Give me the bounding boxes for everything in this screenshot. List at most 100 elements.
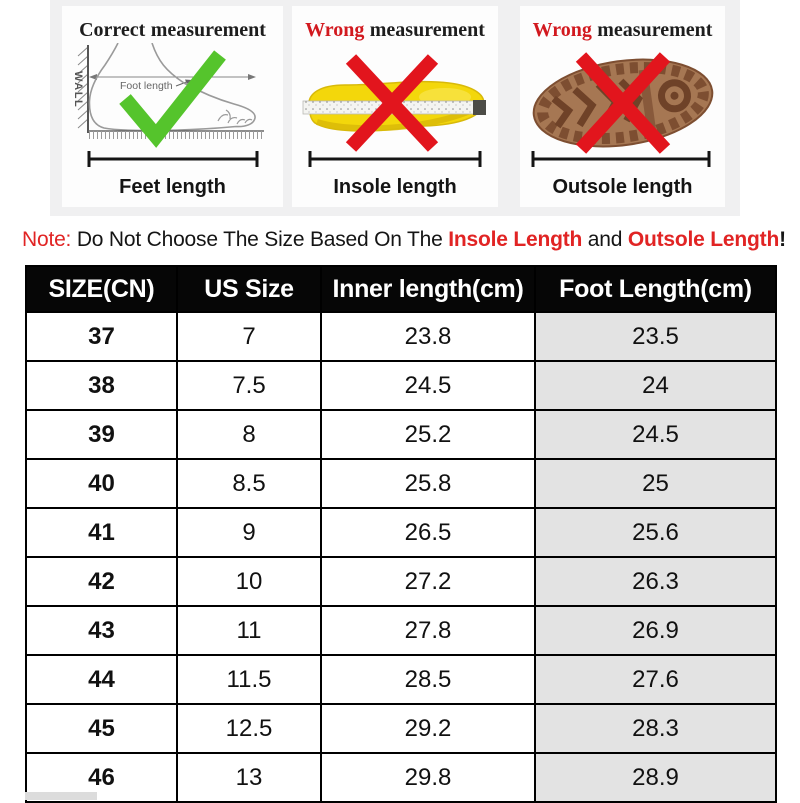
- panel-caption: Feet length: [119, 176, 226, 198]
- cell-inner-length: 27.8: [320, 605, 536, 656]
- panel-title-rest: measurement: [369, 19, 485, 41]
- foot-against-wall-diagram: WALL Foot length: [72, 43, 264, 167]
- cropped-next-element: [25, 792, 97, 800]
- length-bracket: [308, 151, 482, 167]
- foot-outline: [88, 43, 256, 132]
- panel-correct-measurement: Correct measurement WALL Foot length: [62, 6, 283, 207]
- panel-title: Wrong measurement: [533, 19, 713, 42]
- header-size-cn: SIZE(CN): [25, 265, 178, 313]
- panel-wrong-outsole: Wrong measurement Outsole length: [520, 6, 725, 207]
- note-exclamation: !: [779, 228, 786, 251]
- table-row: 40 8.5 25.8 25: [25, 458, 777, 509]
- cell-size-cn: 39: [25, 409, 178, 460]
- outsole-lug-ring: [536, 61, 709, 145]
- table-row: 43 11 27.8 26.9: [25, 605, 777, 656]
- cell-inner-length: 25.8: [320, 458, 536, 509]
- cell-us-size: 7.5: [176, 360, 322, 411]
- panel-title: Correct measurement: [79, 19, 266, 42]
- cell-foot-length: 28.3: [534, 703, 777, 754]
- red-x-icon: [575, 52, 670, 154]
- cell-foot-length: 26.9: [534, 605, 777, 656]
- wall-hatch: [77, 46, 88, 129]
- cell-size-cn: 38: [25, 360, 178, 411]
- foot-length-label: Foot length: [120, 80, 173, 92]
- panel-caption: Insole length: [333, 176, 457, 198]
- panel-title-rest: measurement: [597, 19, 713, 41]
- table-row: 46 13 29.8 28.9: [25, 752, 777, 803]
- note-text-1: Do Not Choose The Size Based On The: [71, 228, 449, 251]
- note-text-2: and: [582, 228, 628, 251]
- cell-size-cn: 45: [25, 703, 178, 754]
- measurement-guide-backdrop: Correct measurement WALL Foot length: [50, 0, 740, 216]
- cell-size-cn: 41: [25, 507, 178, 558]
- panel-wrong-insole: Wrong measurement Insole length: [292, 6, 498, 207]
- length-bracket: [531, 151, 710, 167]
- note-label: Note:: [22, 228, 72, 251]
- cell-inner-length: 29.2: [320, 703, 536, 754]
- table-row: 42 10 27.2 26.3: [25, 556, 777, 607]
- cell-size-cn: 44: [25, 654, 178, 705]
- cell-inner-length: 24.5: [320, 360, 536, 411]
- cell-foot-length: 23.5: [534, 311, 777, 362]
- wall-label: WALL: [72, 71, 84, 108]
- table-header-row: SIZE(CN) US Size Inner length(cm) Foot L…: [25, 265, 777, 313]
- cell-us-size: 12.5: [176, 703, 322, 754]
- cell-inner-length: 23.8: [320, 311, 536, 362]
- arrowhead-right: [247, 74, 256, 80]
- header-foot-length: Foot Length(cm): [534, 265, 777, 313]
- table-row: 37 7 23.8 23.5: [25, 311, 777, 362]
- tread-chevrons: [551, 78, 643, 129]
- panel-title-word: Wrong: [532, 19, 592, 41]
- toe-details: [216, 109, 252, 125]
- red-x-icon: [345, 54, 439, 152]
- note-outsole-length: Outsole Length: [627, 228, 780, 251]
- table-row: 38 7.5 24.5 24: [25, 360, 777, 411]
- boot-outsole-illustration: [531, 52, 713, 167]
- size-table-body: 37 7 23.8 23.5 38 7.5 24.5 24 39 8 25.2 24.5 40 8.5 25…: [25, 311, 777, 803]
- table-row: 44 11.5 28.5 27.6: [25, 654, 777, 705]
- table-row: 41 9 26.5 25.6: [25, 507, 777, 558]
- cell-foot-length: 25: [534, 458, 777, 509]
- cell-us-size: 11: [176, 605, 322, 656]
- cell-inner-length: 28.5: [320, 654, 536, 705]
- header-us-size: US Size: [176, 265, 322, 313]
- cell-inner-length: 29.8: [320, 752, 536, 803]
- cell-foot-length: 25.6: [534, 507, 777, 558]
- panel-title-word: Wrong: [305, 19, 365, 41]
- cell-size-cn: 40: [25, 458, 178, 509]
- cell-us-size: 9: [176, 507, 322, 558]
- cell-size-cn: 46: [25, 752, 178, 803]
- ruler-ticks: [87, 131, 264, 139]
- cell-us-size: 11.5: [176, 654, 322, 705]
- cell-us-size: 8: [176, 409, 322, 460]
- cell-inner-length: 26.5: [320, 507, 536, 558]
- cell-foot-length: 24.5: [534, 409, 777, 460]
- table-row: 45 12.5 29.2 28.3: [25, 703, 777, 754]
- cell-inner-length: 25.2: [320, 409, 536, 460]
- cell-foot-length: 27.6: [534, 654, 777, 705]
- cell-size-cn: 42: [25, 556, 178, 607]
- tape-end: [473, 100, 486, 115]
- heel-dot: [669, 91, 678, 100]
- cell-foot-length: 28.9: [534, 752, 777, 803]
- size-note: Note: Do Not Choose The Size Based On Th…: [22, 228, 786, 252]
- cell-foot-length: 26.3: [534, 556, 777, 607]
- panel-title: Wrong measurement: [305, 19, 485, 42]
- note-insole-length: Insole Length: [448, 228, 583, 251]
- header-inner-length: Inner length(cm): [320, 265, 536, 313]
- cell-us-size: 8.5: [176, 458, 322, 509]
- panel-caption: Outsole length: [552, 176, 693, 198]
- cell-foot-length: 24: [534, 360, 777, 411]
- length-bracket: [87, 151, 258, 167]
- size-chart-table: SIZE(CN) US Size Inner length(cm) Foot L…: [25, 265, 777, 803]
- panel-title-rest: measurement: [150, 19, 266, 41]
- green-check-icon: [118, 50, 226, 148]
- panel-title-word: Correct: [79, 19, 146, 41]
- heel-circle: [657, 79, 691, 113]
- cell-size-cn: 37: [25, 311, 178, 362]
- cell-inner-length: 27.2: [320, 556, 536, 607]
- cell-size-cn: 43: [25, 605, 178, 656]
- cell-us-size: 10: [176, 556, 322, 607]
- cell-us-size: 13: [176, 752, 322, 803]
- arrowhead-left: [88, 74, 97, 80]
